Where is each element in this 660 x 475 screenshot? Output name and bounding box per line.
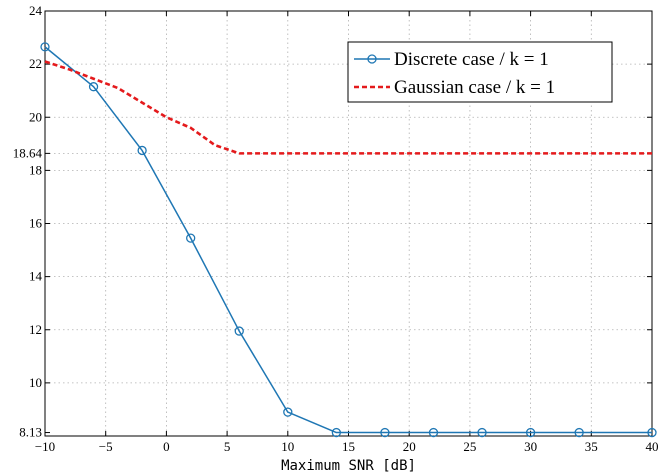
data-point [647, 427, 657, 438]
y-tick-label: 14 [29, 269, 43, 284]
series-line [44, 60, 652, 155]
data-point [283, 407, 293, 417]
legend-box [347, 41, 613, 103]
x-tick-label: 35 [585, 439, 598, 454]
series-0 [40, 42, 657, 438]
y-tick-label: 10 [29, 375, 42, 390]
x-tick-label: 20 [403, 439, 416, 454]
x-tick-label: −10 [35, 439, 55, 454]
y-tick-label: 16 [29, 216, 43, 231]
y-tick-label: 24 [29, 3, 43, 18]
x-tick-label: 10 [281, 439, 294, 454]
x-tick-label: 0 [163, 439, 170, 454]
legend-label: Discrete case / k = 1 [394, 49, 549, 70]
y-tick-label: 12 [29, 322, 42, 337]
data-point [137, 145, 147, 156]
legend-label: Gaussian case / k = 1 [394, 77, 555, 98]
data-point [477, 427, 487, 438]
y-tick-label: 8.13 [19, 425, 42, 440]
x-tick-label: −5 [99, 439, 113, 454]
series-group [40, 42, 657, 438]
data-point [331, 427, 342, 438]
x-tick-label: 30 [524, 439, 537, 454]
x-axis-title: Maximum SNR [dB] [281, 458, 416, 474]
series-line [44, 46, 652, 434]
x-tick-label: 40 [646, 439, 659, 454]
y-tick-label: 22 [29, 56, 42, 71]
data-point [525, 427, 536, 438]
x-tick-label: 25 [463, 439, 476, 454]
data-point [428, 427, 439, 438]
data-point [234, 326, 244, 336]
legend-entry: Gaussian case / k = 1 [354, 77, 555, 98]
y-tick-label: 20 [29, 109, 42, 124]
y-tick-label: 18 [29, 162, 42, 177]
grid-lines [45, 11, 652, 436]
data-point [186, 233, 196, 243]
axis-ticks: −10 −5 0 5 10 15 20 25 30 35 40 8.13 10 12 14 16 18 18.64… [13, 3, 659, 454]
series-1 [44, 60, 652, 155]
data-point [380, 427, 390, 438]
legend-marker [367, 54, 377, 64]
legend: Discrete case / k = 1 Gaussian case / k =… [347, 41, 613, 103]
data-point [88, 82, 99, 92]
legend-entry: Discrete case / k = 1 [354, 49, 549, 70]
data-point [574, 427, 584, 438]
x-tick-label: 15 [342, 439, 355, 454]
data-point [40, 42, 50, 52]
x-tick-label: 5 [224, 439, 231, 454]
y-tick-label: 18.64 [13, 145, 43, 160]
